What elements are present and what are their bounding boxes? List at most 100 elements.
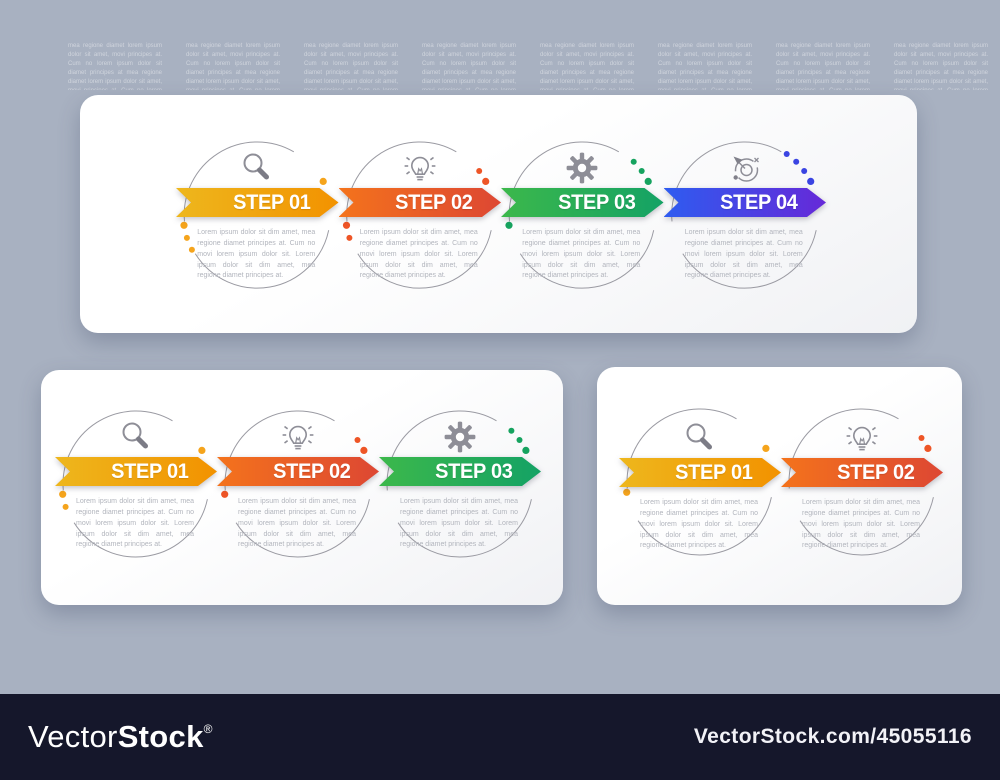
step-label: STEP 03 [558,191,636,214]
step-circle-outline [386,410,497,491]
progress-dot [346,234,353,241]
step-label: STEP 02 [273,460,352,483]
lightbulb-icon [844,420,880,456]
step-arrow: STEP 01 [176,188,339,217]
progress-dot [623,488,631,496]
step-circles-layer [59,410,532,558]
step-label: STEP 04 [720,191,799,214]
watermark-bar: VectorStock® VectorStock.com/45055116 [0,694,1000,780]
watermark-tile-text: mea regione diamet lorem ipsum dolor sit… [540,43,634,90]
progress-dot [180,221,188,229]
progress-dot [630,158,637,165]
magnifier-icon [682,420,718,456]
step-description: Lorem ipsum dolor sit dim amet, mea regi… [76,498,194,549]
registered-mark: ® [203,722,213,736]
step-circle-outline [194,230,330,289]
progress-dot [644,177,652,185]
gear-icon [564,150,600,186]
step-circle-outline [62,410,173,491]
progress-dot [360,446,368,454]
progress-dot [522,446,530,454]
progress-dot [793,158,800,165]
progress-dot [516,437,523,443]
step-label: STEP 02 [837,461,916,484]
step-circle-outline [682,230,817,289]
step-description: Lorem ipsum dolor sit dim amet, mea regi… [640,499,758,550]
step-arrow: STEP 04 [663,188,827,217]
step-label: STEP 01 [111,460,190,483]
step-description: Lorem ipsum dolor sit dim amet, mea regi… [400,498,518,549]
progress-dot [198,446,206,454]
step-description: Lorem ipsum dolor sit dim amet, mea regi… [238,498,356,549]
progress-dot [342,221,351,229]
step-arrow: STEP 01 [55,457,217,486]
progress-dot [924,444,932,452]
progress-dot [638,168,645,174]
step-label: STEP 02 [395,191,474,214]
progress-dot [801,168,808,174]
step-description: Lorem ipsum dolor sit dim amet, mea regi… [197,229,316,280]
step-arrow: STEP 03 [379,457,541,486]
step-description: Lorem ipsum dolor sit dim amet, mea regi… [359,229,478,280]
progress-dot [807,177,815,185]
progress-dot [783,151,790,157]
target-arrow-icon [727,150,763,186]
progress-dot [62,503,69,510]
watermark-tile-text: mea regione diamet lorem ipsum dolor sit… [304,43,398,90]
vectorstock-logo: VectorStock® [28,719,213,755]
step-circle-outline [73,499,208,558]
progress-dot [354,437,361,443]
step-circle-outline [637,497,772,556]
step-circle-outline [224,410,335,491]
progress-dot [508,427,515,434]
progress-dot [221,490,229,498]
progress-dot [482,177,490,185]
step-circle-outline [508,141,620,222]
step-arrow: STEP 02 [781,458,943,487]
lightbulb-icon [402,150,438,186]
step-circle-outline [357,230,492,289]
step-circle-outline [671,141,782,222]
step-description: Lorem ipsum dolor sit dim amet, mea regi… [802,499,920,550]
step-label: STEP 03 [435,460,514,483]
step-arrow: STEP 02 [217,457,379,486]
step-label: STEP 01 [675,461,754,484]
panel-two-step: STEP 01 Lorem ipsum dolor sit dim amet, … [597,367,962,605]
step-label: STEP 01 [233,191,311,214]
step-arrow: STEP 02 [338,188,502,217]
step-circle-outline [183,141,295,222]
image-url-text: VectorStock.com/45055116 [693,725,972,748]
progress-dot [762,444,770,452]
magnifier-icon [239,150,275,186]
step-circles-layer [180,141,817,289]
lightbulb-icon [280,419,316,455]
step-arrow: STEP 03 [501,188,664,217]
panel-four-step: STEP 01 Lorem ipsum dolor sit dim amet, … [80,95,917,333]
progress-dot [59,490,67,498]
logo-vector-text: Vector [28,719,118,754]
progress-dot [918,435,925,441]
step-arrow: STEP 01 [619,458,781,487]
progress-dot [183,234,190,241]
watermark-tile-text: mea regione diamet lorem ipsum dolor sit… [422,43,516,90]
step-circle-outline [346,141,457,222]
watermark-tile-text: mea regione diamet lorem ipsum dolor sit… [68,43,162,90]
watermark-tile-text: mea regione diamet lorem ipsum dolor sit… [658,43,752,90]
gear-icon [442,419,478,455]
watermark-tile-text: mea regione diamet lorem ipsum dolor sit… [186,43,280,90]
logo-stock-text: Stock [117,719,204,754]
progress-dot [188,246,195,253]
progress-dot [476,168,483,174]
magnifier-icon [118,419,154,455]
watermark-tile-text: mea regione diamet lorem ipsum dolor sit… [776,43,870,90]
step-circle-outline [235,499,370,558]
progress-dot [505,221,513,229]
step-description: Lorem ipsum dolor sit dim amet, mea regi… [522,229,641,280]
progress-dot [319,177,327,185]
watermark-tile-text: mea regione diamet lorem ipsum dolor sit… [894,43,988,90]
step-circle-outline [519,230,655,289]
step-circle-outline [799,497,934,556]
panel-three-step: STEP 01 Lorem ipsum dolor sit dim amet, … [41,370,563,605]
step-description: Lorem ipsum dolor sit dim amet, mea regi… [684,229,803,280]
